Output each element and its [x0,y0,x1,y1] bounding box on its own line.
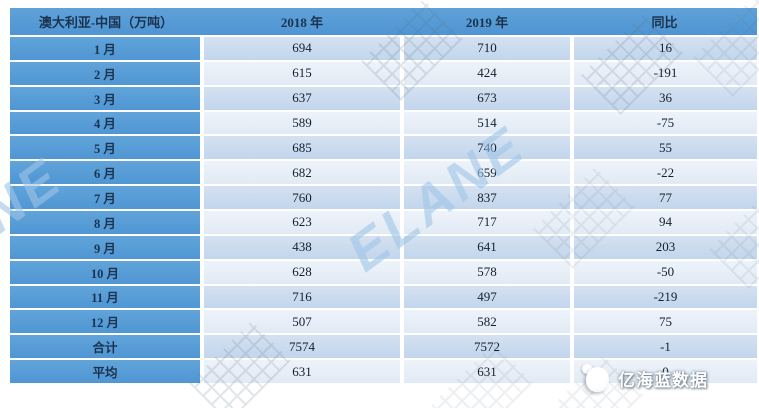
column-header-yoy: 同比 [651,15,678,30]
value-yoy-cell: 203 [574,235,757,259]
value-yoy-cell: -191 [574,61,757,85]
value-2019-cell: 641 [404,235,570,259]
table-header-row: 澳大利亚-中国（万吨） 2018 年 2019 年 同比 [10,8,757,35]
value-2018-cell: 760 [204,186,400,209]
value-yoy-cell: -219 [574,285,757,309]
value-yoy-cell: -50 [574,260,757,284]
value-2019-cell: 710 [404,37,570,60]
value-2018-cell: 623 [204,211,400,234]
row-label-cell: 8 月 [10,211,200,234]
data-table: 澳大利亚-中国（万吨） 2018 年 2019 年 同比 1 月 694 710… [10,8,757,383]
row-label-cell: 4 月 [10,111,200,135]
value-2019-cell: 582 [404,310,570,334]
value-yoy-cell: 16 [574,37,757,60]
column-header-2018: 2018 年 [280,15,324,30]
value-yoy-cell: -22 [574,161,757,185]
value-2018-cell: 716 [204,285,400,309]
value-2018-cell: 507 [204,310,400,334]
column-header-route: 澳大利亚-中国（万吨） [38,15,174,30]
value-yoy-cell: -75 [574,111,757,135]
value-yoy-cell: 94 [574,211,757,234]
value-2019-cell: 673 [404,86,570,110]
value-2019-cell: 837 [404,186,570,209]
row-label-cell: 6 月 [10,161,200,185]
value-2018-cell: 631 [204,360,400,383]
value-2018-cell: 637 [204,86,400,110]
value-2018-cell: 615 [204,61,400,85]
value-2019-cell: 514 [404,111,570,135]
value-yoy-cell: 0 [574,360,757,383]
value-yoy-cell: 77 [574,186,757,209]
row-label-cell: 5 月 [10,136,200,160]
value-2018-cell: 682 [204,161,400,185]
row-label-cell: 12 月 [10,310,200,334]
value-2018-cell: 589 [204,111,400,135]
column-header-2019: 2019 年 [465,15,509,30]
value-2018-cell: 685 [204,136,400,160]
value-2019-cell: 7572 [404,335,570,359]
value-2019-cell: 497 [404,285,570,309]
value-yoy-cell: 36 [574,86,757,110]
row-label-cell: 7 月 [10,186,200,209]
row-label-cell: 11 月 [10,285,200,309]
value-2018-cell: 628 [204,260,400,284]
row-label-cell: 1 月 [10,37,200,60]
value-2019-cell: 659 [404,161,570,185]
value-2019-cell: 717 [404,211,570,234]
value-2019-cell: 740 [404,136,570,160]
value-yoy-cell: 75 [574,310,757,334]
row-label-cell: 9 月 [10,235,200,259]
value-2018-cell: 7574 [204,335,400,359]
value-yoy-cell: 55 [574,136,757,160]
row-label-cell: 2 月 [10,61,200,85]
table-body: 1 月 694 710 16 2 月 615 424 -191 3 月 637 … [10,37,757,383]
value-yoy-cell: -1 [574,335,757,359]
value-2019-cell: 578 [404,260,570,284]
value-2018-cell: 438 [204,235,400,259]
row-label-cell: 平均 [10,360,200,383]
row-label-cell: 合计 [10,335,200,359]
value-2019-cell: 631 [404,360,570,383]
row-label-cell: 10 月 [10,260,200,284]
value-2019-cell: 424 [404,61,570,85]
value-2018-cell: 694 [204,37,400,60]
row-label-cell: 3 月 [10,86,200,110]
